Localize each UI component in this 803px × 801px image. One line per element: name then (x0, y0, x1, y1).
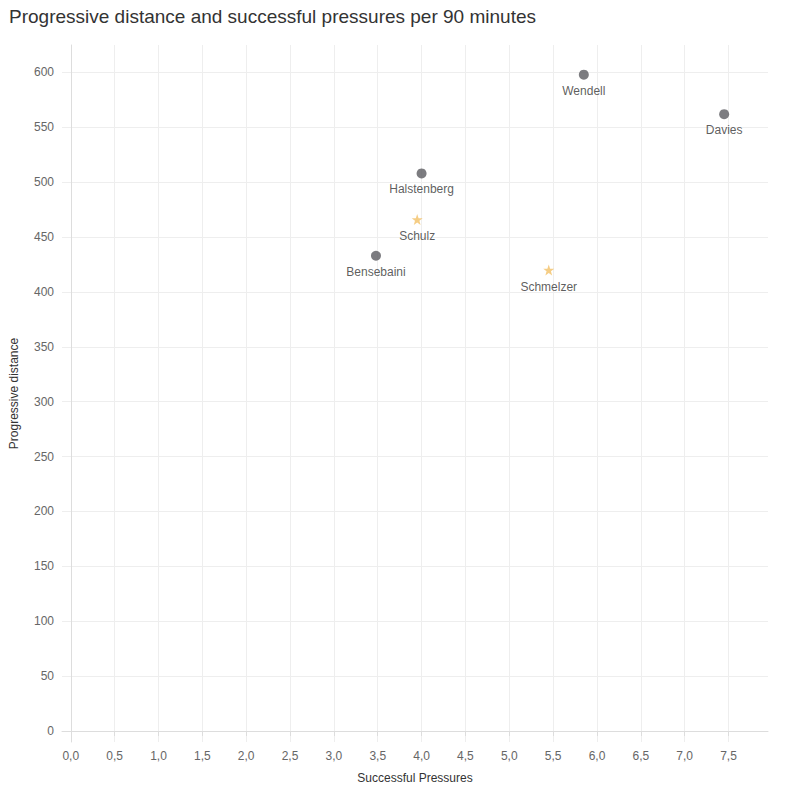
svg-text:450: 450 (34, 230, 54, 244)
svg-text:0: 0 (47, 724, 54, 738)
svg-text:Successful Pressures: Successful Pressures (357, 771, 472, 785)
svg-text:Bensebaini: Bensebaini (346, 265, 405, 279)
svg-text:250: 250 (34, 450, 54, 464)
svg-text:3,0: 3,0 (326, 749, 343, 763)
svg-text:2,0: 2,0 (238, 749, 255, 763)
svg-text:50: 50 (41, 669, 55, 683)
svg-text:Progressive distance: Progressive distance (7, 337, 21, 449)
svg-text:150: 150 (34, 559, 54, 573)
svg-text:5,0: 5,0 (501, 749, 518, 763)
svg-text:6,5: 6,5 (632, 749, 649, 763)
svg-text:400: 400 (34, 285, 54, 299)
svg-text:Progressive distance and succe: Progressive distance and successful pres… (9, 6, 536, 27)
svg-text:0,0: 0,0 (62, 749, 79, 763)
svg-text:500: 500 (34, 175, 54, 189)
svg-text:Schmelzer: Schmelzer (520, 280, 577, 294)
svg-text:Davies: Davies (706, 123, 743, 137)
svg-text:7,0: 7,0 (676, 749, 693, 763)
svg-text:1,0: 1,0 (150, 749, 167, 763)
svg-text:600: 600 (34, 65, 54, 79)
svg-text:7,5: 7,5 (720, 749, 737, 763)
svg-text:350: 350 (34, 340, 54, 354)
svg-text:Halstenberg: Halstenberg (389, 182, 454, 196)
svg-text:0,5: 0,5 (106, 749, 123, 763)
svg-text:1,5: 1,5 (194, 749, 211, 763)
svg-text:Wendell: Wendell (562, 84, 605, 98)
svg-text:100: 100 (34, 614, 54, 628)
svg-text:200: 200 (34, 504, 54, 518)
svg-text:4,5: 4,5 (457, 749, 474, 763)
svg-text:300: 300 (34, 395, 54, 409)
svg-text:5,5: 5,5 (545, 749, 562, 763)
svg-text:Schulz: Schulz (399, 229, 435, 243)
svg-text:6,0: 6,0 (589, 749, 606, 763)
svg-text:2,5: 2,5 (282, 749, 299, 763)
svg-text:3,5: 3,5 (369, 749, 386, 763)
svg-text:550: 550 (34, 120, 54, 134)
svg-text:4,0: 4,0 (413, 749, 430, 763)
